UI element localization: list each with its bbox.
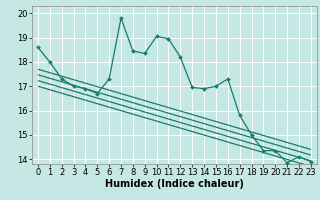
X-axis label: Humidex (Indice chaleur): Humidex (Indice chaleur) <box>105 179 244 189</box>
